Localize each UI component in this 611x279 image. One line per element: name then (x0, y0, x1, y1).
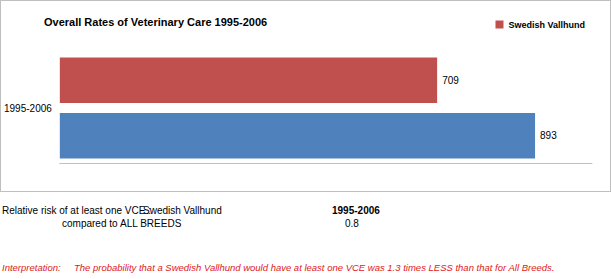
html-text:Swedish Vallhund: Swedish Vallhund (143, 205, 222, 216)
html-text:Interpretation:: Interpretation: (2, 262, 61, 273)
html-text:The probability that a Swedish: The probability that a Swedish Vallhund … (74, 262, 555, 273)
html-text:1995-2006: 1995-2006 (332, 205, 380, 216)
html-text:0.8: 0.8 (345, 218, 359, 229)
svg-text:Swedish Vallhund: Swedish Vallhund (508, 20, 585, 30)
svg-text:709: 709 (442, 75, 459, 86)
svg-text:1995-2006: 1995-2006 (4, 103, 52, 114)
html-text:Relative risk of at least one: Relative risk of at least one VCE : (2, 205, 151, 216)
svg-text:Overall Rates of Veterinary Ca: Overall Rates of Veterinary Care 1995-20… (44, 16, 267, 28)
html-text:compared to ALL BREEDS: compared to ALL BREEDS (62, 218, 182, 229)
svg-text:893: 893 (540, 130, 557, 141)
